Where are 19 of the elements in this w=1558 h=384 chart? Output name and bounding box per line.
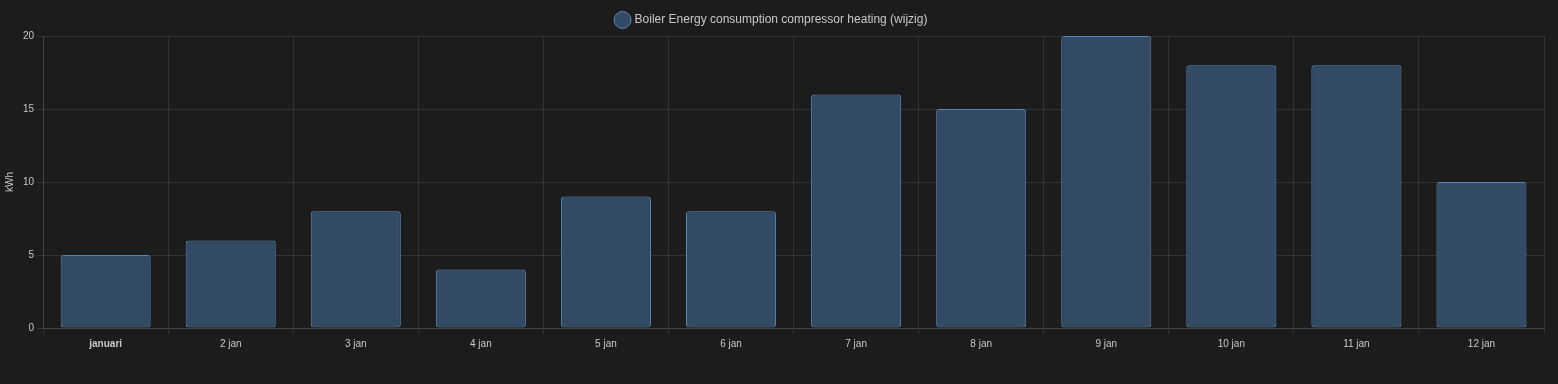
x-tick-label: 11 jan [1343, 337, 1370, 349]
y-tick-label: 5 [28, 248, 35, 260]
y-axis-title: kWh [3, 172, 15, 192]
x-tick-label: 10 jan [1217, 337, 1245, 349]
x-tick-label: 12 jan [1467, 337, 1496, 349]
x-tick-label: 3 jan [344, 337, 367, 349]
x-tick-label: 5 jan [595, 337, 617, 349]
y-tick-label: 10 [23, 175, 35, 187]
y-tick-label: 0 [28, 321, 35, 333]
x-tick-label: 2 jan [219, 337, 242, 349]
x-tick-label: 8 jan [970, 337, 993, 349]
x-tick-label: 7 jan [845, 337, 867, 349]
y-tick-label: 15 [23, 102, 35, 114]
x-tick-label: 6 jan [720, 337, 742, 349]
x-tick-label: januari [88, 337, 123, 349]
legend-label: Boiler Energy consumption compressor heating (wijzig) [634, 12, 928, 27]
x-tick-label: 9 jan [1095, 337, 1118, 349]
x-tick-label: 4 jan [470, 337, 492, 349]
y-tick-label: 20 [23, 29, 35, 41]
